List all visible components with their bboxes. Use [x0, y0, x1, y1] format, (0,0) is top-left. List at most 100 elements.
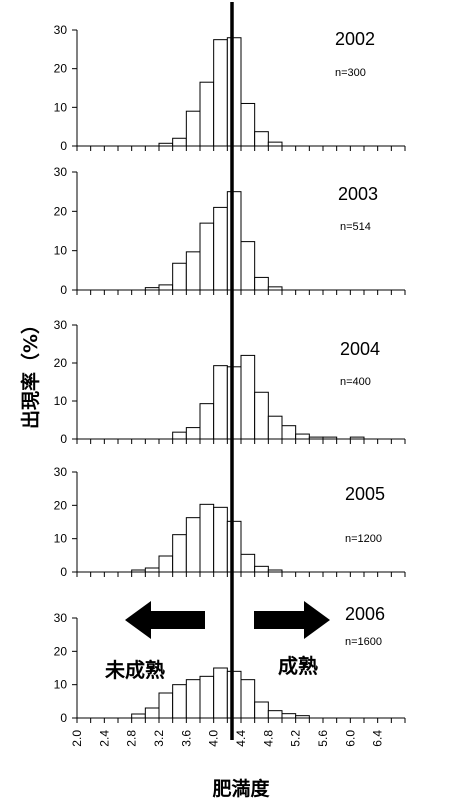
- histogram-bar: [158, 555, 174, 573]
- year-label: 2006: [345, 604, 385, 624]
- year-label: 2005: [345, 484, 385, 504]
- y-tick-label: 10: [54, 100, 68, 114]
- sample-size-label: n=514: [340, 221, 371, 233]
- histogram-panels: 0 10 20 30 2002 n=300 0 10 20 30 2003 n=514 0 10 20 30 2…: [54, 23, 406, 747]
- histogram-bar: [144, 707, 160, 719]
- x-tick-label: 6.4: [371, 730, 385, 747]
- histogram-bar: [185, 110, 201, 147]
- x-tick-label: 4.0: [207, 730, 221, 747]
- y-tick-label: 10: [54, 678, 68, 692]
- y-tick-label: 30: [54, 165, 68, 179]
- y-tick-label: 10: [54, 394, 68, 408]
- histogram-bar: [213, 667, 228, 719]
- y-tick-label: 10: [54, 244, 68, 258]
- histogram-panel-2002: 0 10 20 30 2002 n=300: [54, 23, 406, 153]
- sample-size-label: n=1600: [345, 636, 382, 648]
- histogram-bar: [281, 425, 297, 440]
- y-tick-label: 20: [54, 204, 68, 218]
- histogram-bar: [185, 679, 201, 719]
- x-tick-label: 2.4: [97, 730, 111, 747]
- histogram-bar: [267, 141, 283, 147]
- x-tick-label: 4.8: [261, 730, 275, 747]
- histogram-bar: [199, 222, 215, 291]
- histogram-bar: [199, 675, 215, 719]
- right-arrow-label: 成熟: [278, 654, 318, 678]
- histogram-panel-2006: 0 10 20 30 2006 n=1600 2.0 2.4 2.8 3.2 3.6 4.0 4.4 4.…: [54, 604, 406, 747]
- sample-size-label: n=400: [340, 376, 371, 388]
- histogram-bar: [172, 262, 187, 291]
- y-tick-label: 0: [60, 565, 67, 579]
- histogram-bar: [226, 191, 242, 291]
- histogram-bar: [213, 506, 228, 573]
- histogram-bar: [144, 567, 160, 573]
- year-label: 2004: [340, 339, 380, 359]
- year-label: 2002: [335, 29, 375, 49]
- y-axis-label: 出現率（%）: [19, 315, 42, 429]
- y-tick-label: 20: [54, 644, 68, 658]
- y-tick-label: 0: [60, 711, 67, 725]
- x-tick-label: 2.8: [125, 730, 139, 747]
- histogram-bar: [172, 431, 187, 440]
- histogram-bar: [213, 39, 228, 147]
- histogram-bar: [226, 520, 242, 573]
- right-arrow-icon: [254, 601, 330, 639]
- y-tick-label: 20: [54, 498, 68, 512]
- histogram-bar: [281, 713, 297, 719]
- histogram-bar: [199, 81, 215, 147]
- year-label: 2003: [338, 184, 378, 204]
- y-tick-label: 0: [60, 139, 67, 153]
- y-tick-label: 30: [54, 318, 68, 332]
- histogram-panel-2003: 0 10 20 30 2003 n=514: [54, 165, 406, 297]
- histogram-bar: [172, 137, 187, 147]
- histogram-bar: [199, 403, 215, 440]
- y-tick-label: 0: [60, 283, 67, 297]
- x-tick-label: 3.2: [152, 730, 166, 747]
- x-tick-label: 6.0: [343, 730, 357, 747]
- sample-size-label: n=1200: [345, 533, 382, 545]
- x-tick-label: 5.6: [316, 730, 330, 747]
- histogram-bar: [240, 553, 256, 573]
- histogram-bar: [131, 713, 146, 719]
- histogram-bar: [185, 251, 201, 291]
- histogram-bar: [226, 37, 242, 147]
- histogram-bar: [240, 354, 256, 440]
- histogram-bar: [172, 534, 187, 573]
- histogram-panel-2004: 0 10 20 30 2004 n=400: [54, 318, 406, 446]
- histogram-bar: [213, 206, 228, 291]
- histogram-bar: [295, 433, 310, 440]
- y-tick-label: 30: [54, 23, 68, 37]
- y-tick-label: 20: [54, 356, 68, 370]
- histogram-bar: [213, 365, 228, 440]
- histogram-bar: [158, 284, 174, 291]
- left-arrow-label: 未成熟: [105, 658, 165, 682]
- x-axis-label: 肥満度: [212, 777, 270, 800]
- histogram-bar: [158, 692, 174, 719]
- x-tick-label: 4.4: [234, 730, 248, 747]
- y-tick-label: 20: [54, 62, 68, 76]
- histogram-bar: [254, 565, 269, 573]
- y-tick-label: 30: [54, 465, 68, 479]
- histogram-panel-2005: 0 10 20 30 2005 n=1200: [54, 465, 406, 579]
- histogram-bar: [254, 276, 269, 291]
- y-tick-label: 10: [54, 532, 68, 546]
- histogram-bar: [254, 701, 269, 719]
- histogram-bar: [226, 670, 242, 719]
- x-tick-label: 2.0: [70, 730, 84, 747]
- histogram-bar: [240, 241, 256, 291]
- histogram-bar: [254, 131, 269, 147]
- histogram-bar: [254, 391, 269, 440]
- y-tick-label: 30: [54, 611, 68, 625]
- histogram-bar: [226, 366, 242, 440]
- y-tick-label: 0: [60, 432, 67, 446]
- histogram-bar: [240, 679, 256, 719]
- histogram-bar: [199, 503, 215, 573]
- annotation-left-arrow: 未成熟: [105, 601, 205, 682]
- histogram-bar: [267, 415, 283, 440]
- annotation-right-arrow: 成熟: [254, 601, 330, 678]
- x-tick-label: 5.2: [289, 730, 303, 747]
- histogram-bar: [240, 102, 256, 147]
- histogram-bar: [172, 684, 187, 719]
- histogram-bar: [267, 710, 283, 719]
- left-arrow-icon: [125, 601, 205, 639]
